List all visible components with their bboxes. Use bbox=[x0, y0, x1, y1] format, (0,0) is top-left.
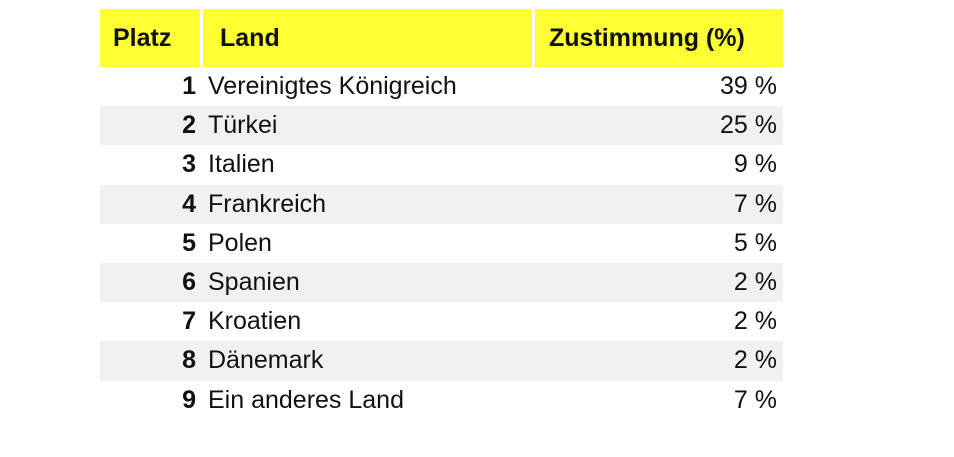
header-approval: Zustimmung (%) bbox=[535, 9, 783, 67]
table-row: 1 Vereinigtes Königreich 39 % bbox=[100, 67, 783, 106]
table-row: 8 Dänemark 2 % bbox=[100, 341, 783, 381]
country-cell: Polen bbox=[208, 228, 272, 257]
table-row: 6 Spanien 2 % bbox=[100, 262, 783, 303]
rank-cell: 2 bbox=[182, 111, 196, 140]
approval-cell: 2 % bbox=[733, 307, 777, 336]
approval-cell: 7 % bbox=[733, 385, 777, 414]
approval-cell: 25 % bbox=[720, 111, 777, 140]
table-row: 4 Frankreich 7 % bbox=[100, 184, 783, 224]
table-row: 9 Ein anderes Land 7 % bbox=[100, 381, 783, 420]
approval-cell: 7 % bbox=[733, 189, 777, 218]
table-row: 3 Italien 9 % bbox=[100, 145, 783, 184]
country-cell: Italien bbox=[208, 150, 275, 179]
approval-cell: 9 % bbox=[733, 150, 777, 179]
approval-cell: 39 % bbox=[720, 72, 777, 101]
table-row: 5 Polen 5 % bbox=[100, 224, 783, 263]
table-row: 2 Türkei 25 % bbox=[100, 106, 783, 146]
table-header: Platz Land Zustimmung (%) bbox=[100, 9, 783, 67]
rank-cell: 4 bbox=[182, 189, 196, 218]
country-cell: Ein anderes Land bbox=[208, 385, 404, 414]
rank-cell: 9 bbox=[182, 385, 196, 414]
table-row: 7 Kroatien 2 % bbox=[100, 302, 783, 341]
approval-cell: 2 % bbox=[733, 268, 777, 297]
country-cell: Kroatien bbox=[208, 307, 302, 336]
ranking-table: Platz Land Zustimmung (%) 1 Vereinigtes … bbox=[100, 9, 783, 420]
rank-cell: 8 bbox=[182, 346, 196, 375]
country-cell: Vereinigtes Königreich bbox=[208, 72, 457, 101]
rank-cell: 5 bbox=[182, 228, 196, 257]
country-cell: Frankreich bbox=[208, 189, 327, 218]
rank-cell: 7 bbox=[182, 307, 196, 336]
country-cell: Türkei bbox=[208, 111, 278, 140]
approval-cell: 2 % bbox=[733, 346, 777, 375]
rank-cell: 3 bbox=[182, 150, 196, 179]
header-country: Land bbox=[203, 9, 535, 67]
rank-cell: 6 bbox=[182, 268, 196, 297]
country-cell: Dänemark bbox=[208, 346, 324, 375]
rank-cell: 1 bbox=[182, 72, 196, 101]
header-rank: Platz bbox=[100, 9, 203, 67]
country-cell: Spanien bbox=[208, 268, 300, 297]
approval-cell: 5 % bbox=[733, 228, 777, 257]
